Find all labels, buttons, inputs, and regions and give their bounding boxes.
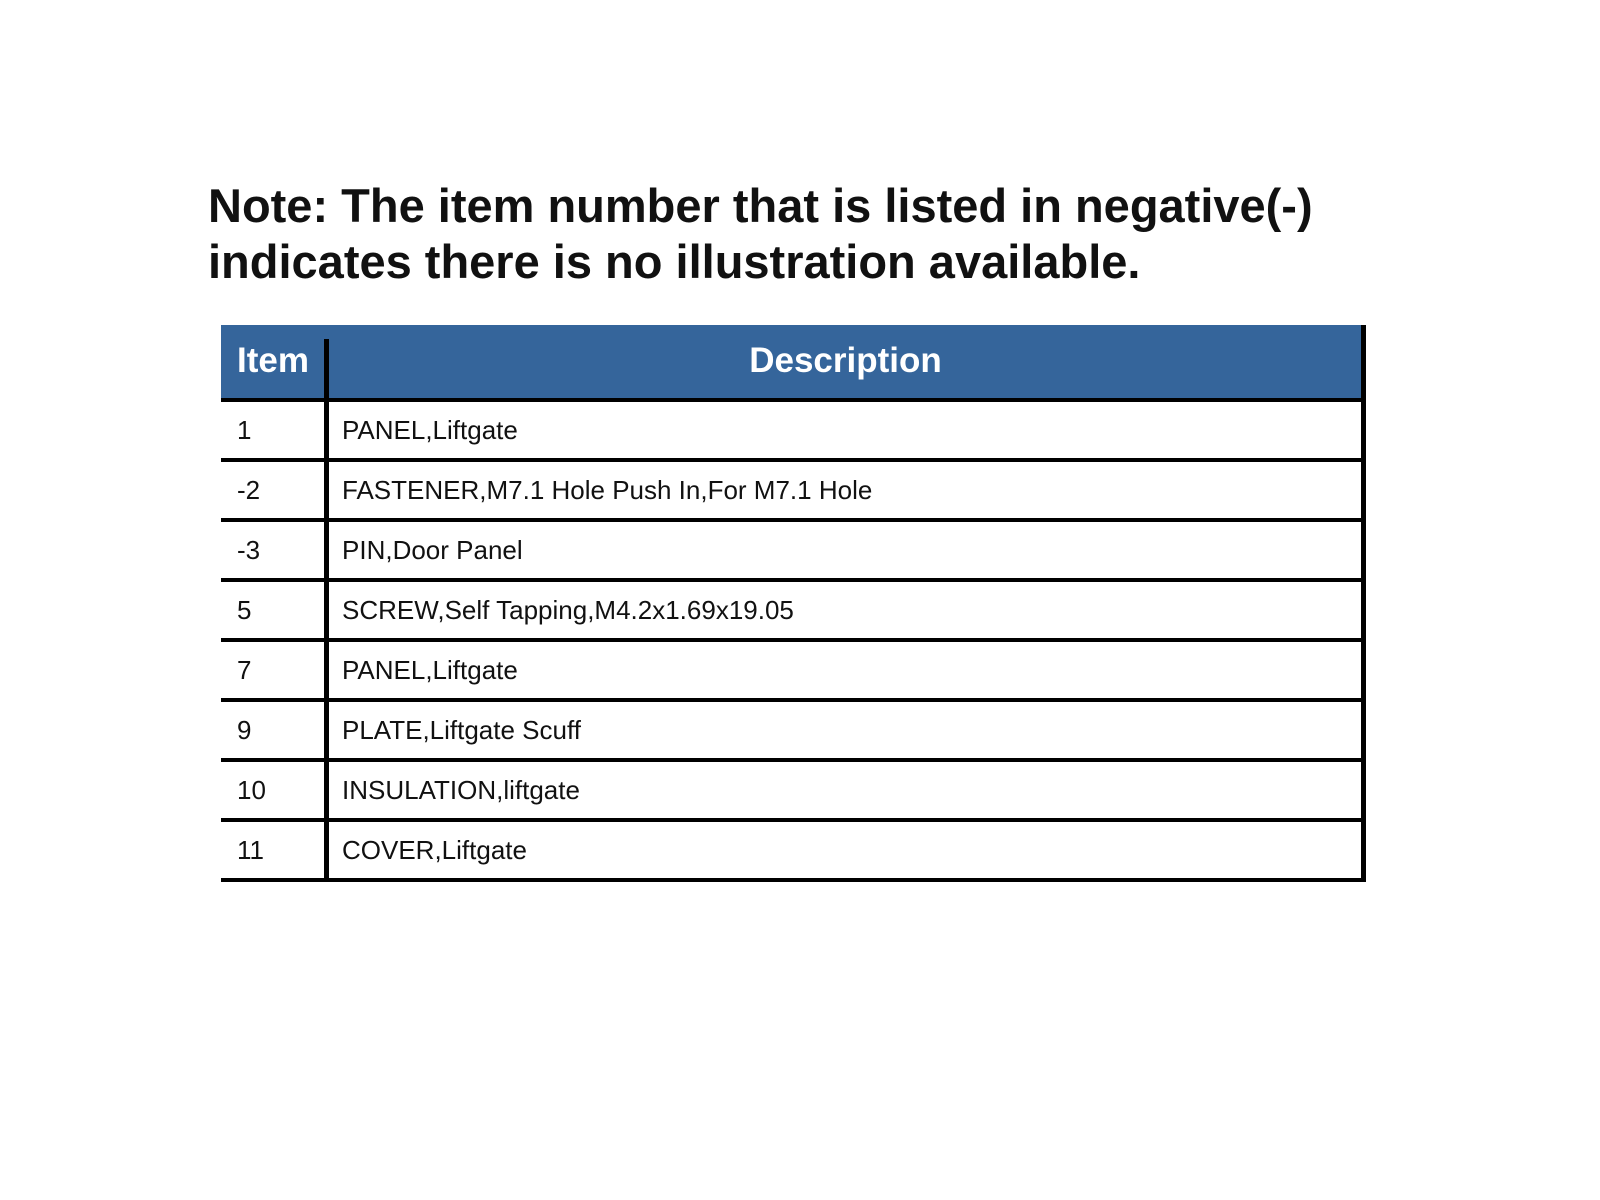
header-description: Description bbox=[749, 341, 942, 380]
item-description: PLATE,Liftgate Scuff bbox=[342, 715, 581, 745]
column-divider bbox=[324, 822, 329, 882]
column-divider bbox=[324, 642, 329, 702]
table-row: 1 PANEL,Liftgate bbox=[221, 398, 1366, 462]
table-row: -2 FASTENER,M7.1 Hole Push In,For M7.1 Ho… bbox=[221, 458, 1366, 522]
column-divider bbox=[324, 402, 329, 462]
item-number: 10 bbox=[237, 775, 266, 805]
table-row: 11 COVER,Liftgate bbox=[221, 818, 1366, 882]
table-row: 9 PLATE,Liftgate Scuff bbox=[221, 698, 1366, 762]
table-row: -3 PIN,Door Panel bbox=[221, 518, 1366, 582]
right-border bbox=[1361, 698, 1366, 762]
column-divider bbox=[324, 762, 329, 822]
right-border bbox=[1361, 578, 1366, 642]
right-border bbox=[1361, 638, 1366, 702]
item-number: 1 bbox=[237, 415, 252, 445]
item-description: SCREW,Self Tapping,M4.2x1.69x19.05 bbox=[342, 595, 794, 625]
table-row: 10 INSULATION,liftgate bbox=[221, 758, 1366, 822]
table-row: 5 SCREW,Self Tapping,M4.2x1.69x19.05 bbox=[221, 578, 1366, 642]
item-number: -2 bbox=[237, 475, 261, 505]
note-text: Note: The item number that is listed in … bbox=[208, 179, 1313, 288]
right-border bbox=[1361, 458, 1366, 522]
table-row: 7 PANEL,Liftgate bbox=[221, 638, 1366, 702]
item-description: PIN,Door Panel bbox=[342, 535, 523, 565]
item-description: PANEL,Liftgate bbox=[342, 415, 518, 445]
item-description: PANEL,Liftgate bbox=[342, 655, 518, 685]
right-border bbox=[1361, 818, 1366, 882]
right-border bbox=[1361, 518, 1366, 582]
parts-table: Item Description 1 PANEL,Liftgate -2 FASTEN… bbox=[221, 325, 1366, 882]
column-divider bbox=[324, 582, 329, 642]
item-description: FASTENER,M7.1 Hole Push In,For M7.1 Hole bbox=[342, 475, 873, 505]
item-number: -3 bbox=[237, 535, 261, 565]
item-description: COVER,Liftgate bbox=[342, 835, 527, 865]
right-border bbox=[1361, 398, 1366, 462]
column-divider bbox=[324, 522, 329, 582]
item-number: 7 bbox=[237, 655, 252, 685]
item-number: 9 bbox=[237, 715, 252, 745]
column-divider bbox=[324, 462, 329, 522]
table-header: Item Description bbox=[221, 325, 1366, 402]
item-number: 11 bbox=[237, 835, 264, 865]
item-description: INSULATION,liftgate bbox=[342, 775, 580, 805]
item-number: 5 bbox=[237, 595, 252, 625]
header-item: Item bbox=[237, 341, 309, 380]
column-divider bbox=[324, 339, 329, 400]
right-border bbox=[1361, 758, 1366, 822]
right-border bbox=[1361, 325, 1366, 400]
column-divider bbox=[324, 702, 329, 762]
